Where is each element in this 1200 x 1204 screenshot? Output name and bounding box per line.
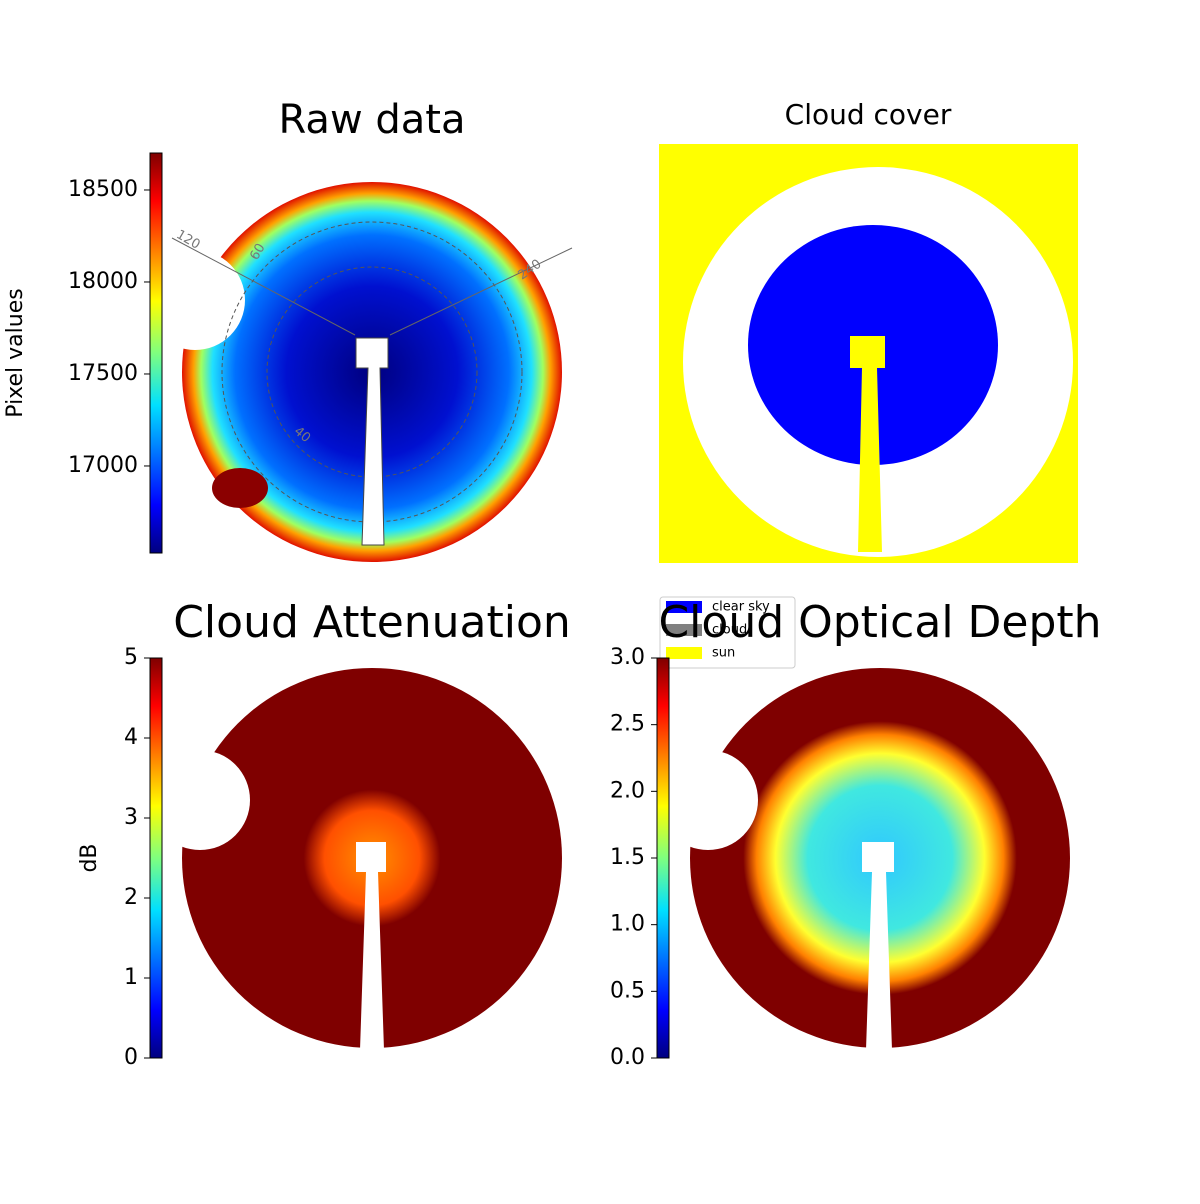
- legend-label: cloud: [712, 623, 747, 638]
- panel-title: Cloud cover: [785, 98, 952, 131]
- colorbar-tick-label: 0.5: [610, 978, 645, 1003]
- colorbar-tick-label: 1: [124, 965, 138, 990]
- legend-swatch: [666, 647, 702, 659]
- colorbar-tick-label: 1.0: [610, 912, 645, 937]
- occlusion: [145, 250, 245, 350]
- colorbar-tick-label: 17000: [68, 453, 138, 478]
- colorbar-tick-label: 4: [124, 725, 138, 750]
- polar-grid: [221, 221, 523, 523]
- colorbar-tick-label: 18500: [68, 177, 138, 202]
- colorbar-tick-label: 0.0: [610, 1045, 645, 1070]
- colorbar-label: dB: [77, 843, 102, 872]
- colorbar-tick-label: 2: [124, 885, 138, 910]
- panel-title: Cloud Optical Depth: [658, 597, 1101, 648]
- polar-label: 120: [173, 227, 202, 252]
- colorbar-tick-label: 2.5: [610, 712, 645, 737]
- polar-label: 60: [247, 241, 268, 263]
- colorbar: [149, 657, 163, 1059]
- colorbar-tick-label: 5: [124, 645, 138, 670]
- colorbar: [149, 152, 163, 554]
- occlusion-edge: [212, 468, 268, 508]
- colorbar-label: Pixel values: [3, 288, 28, 417]
- colorbar-tick-label: 3.0: [610, 645, 645, 670]
- occlusion: [150, 750, 250, 850]
- polar-spoke: [171, 237, 356, 336]
- legend-swatch: [666, 624, 702, 636]
- panel-title: Raw data: [279, 97, 466, 143]
- colorbar-tick-label: 3: [124, 805, 138, 830]
- mast: [356, 842, 386, 1050]
- colorbar-tick-label: 18000: [68, 269, 138, 294]
- mast: [862, 842, 894, 1050]
- occlusion: [658, 750, 758, 850]
- colorbar-tick-label: 2.0: [610, 778, 645, 803]
- colorbar-tick-label: 17500: [68, 361, 138, 386]
- colorbar-tick-label: 1.5: [610, 845, 645, 870]
- mast: [355, 337, 389, 546]
- colorbar-tick-label: 0: [124, 1045, 138, 1070]
- colorbar: [656, 657, 670, 1059]
- panel-title: Cloud Attenuation: [173, 597, 571, 648]
- sun-mast: [850, 336, 885, 552]
- polar-spoke: [389, 247, 573, 336]
- legend-label: clear sky: [712, 600, 770, 615]
- legend-label: sun: [712, 646, 735, 661]
- legend-swatch: [666, 601, 702, 613]
